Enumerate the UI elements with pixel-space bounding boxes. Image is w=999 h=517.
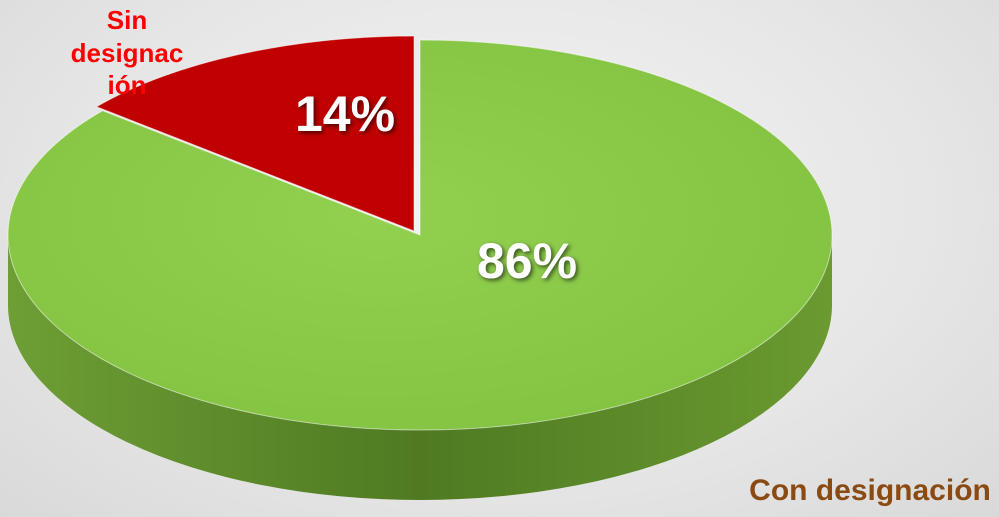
slice — [95, 35, 415, 232]
value-label: 14% — [295, 86, 395, 142]
value-label: 86% — [477, 233, 577, 289]
category-label: Con designación — [749, 474, 991, 507]
slice — [7, 39, 833, 431]
slice-side — [8, 235, 832, 500]
category-label: Sin designación — [70, 5, 184, 100]
pie — [7, 35, 833, 500]
